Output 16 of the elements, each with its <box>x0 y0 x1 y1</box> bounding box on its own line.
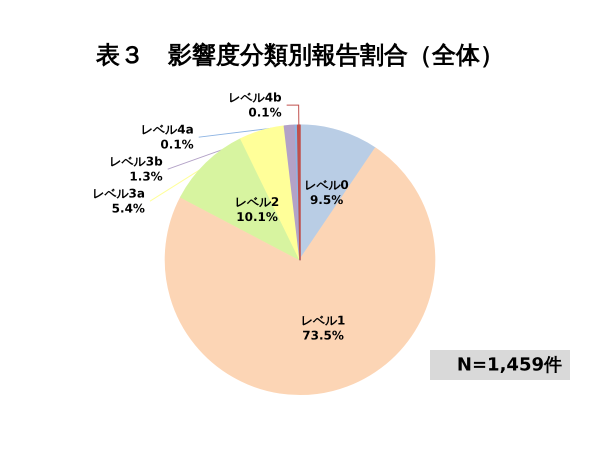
slice-label: レベル4b <box>228 90 282 105</box>
slice-label: レベル4a <box>141 122 194 137</box>
data-label: 1.3% <box>129 170 163 184</box>
data-label: 73.5% <box>302 328 344 342</box>
data-label: 5.4% <box>112 202 145 216</box>
slice-label: レベル1 <box>300 313 346 328</box>
data-label: 10.1% <box>236 210 278 224</box>
data-label: 9.5% <box>310 193 344 208</box>
slice-label: レベル0 <box>304 178 349 192</box>
text: N=1,459件 <box>456 354 562 376</box>
slice-label: レベル2 <box>234 194 280 209</box>
data-label: 0.1% <box>248 106 282 120</box>
chart-title: 表３ 影響度分類別報告割合（全体） <box>95 41 504 69</box>
slice-label: レベル3a <box>92 186 145 201</box>
data-label: 0.1% <box>160 138 194 152</box>
slice-label: レベル3b <box>110 154 164 169</box>
